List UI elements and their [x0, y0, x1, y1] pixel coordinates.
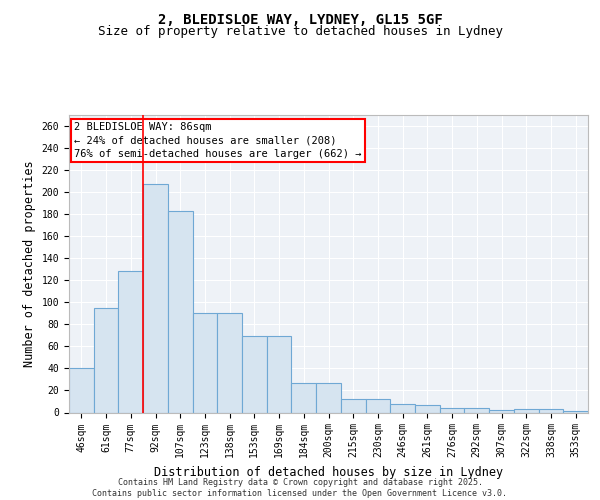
Bar [267, 336, 292, 412]
Bar [242, 336, 267, 412]
Y-axis label: Number of detached properties: Number of detached properties [23, 160, 36, 367]
Text: 2, BLEDISLOE WAY, LYDNEY, GL15 5GF: 2, BLEDISLOE WAY, LYDNEY, GL15 5GF [158, 12, 442, 26]
Bar [168, 211, 193, 412]
Text: Contains HM Land Registry data © Crown copyright and database right 2025.
Contai: Contains HM Land Registry data © Crown c… [92, 478, 508, 498]
Bar [341, 400, 365, 412]
Bar [514, 409, 539, 412]
Bar [464, 408, 489, 412]
Bar [292, 383, 316, 412]
Bar [69, 368, 94, 412]
Bar [143, 184, 168, 412]
Bar [440, 408, 464, 412]
Bar [316, 383, 341, 412]
X-axis label: Distribution of detached houses by size in Lydney: Distribution of detached houses by size … [154, 466, 503, 479]
Bar [118, 272, 143, 412]
Text: Size of property relative to detached houses in Lydney: Size of property relative to detached ho… [97, 25, 503, 38]
Text: 2 BLEDISLOE WAY: 86sqm
← 24% of detached houses are smaller (208)
76% of semi-de: 2 BLEDISLOE WAY: 86sqm ← 24% of detached… [74, 122, 362, 159]
Bar [365, 400, 390, 412]
Bar [390, 404, 415, 412]
Bar [539, 409, 563, 412]
Bar [415, 405, 440, 412]
Bar [217, 314, 242, 412]
Bar [489, 410, 514, 412]
Bar [94, 308, 118, 412]
Bar [193, 314, 217, 412]
